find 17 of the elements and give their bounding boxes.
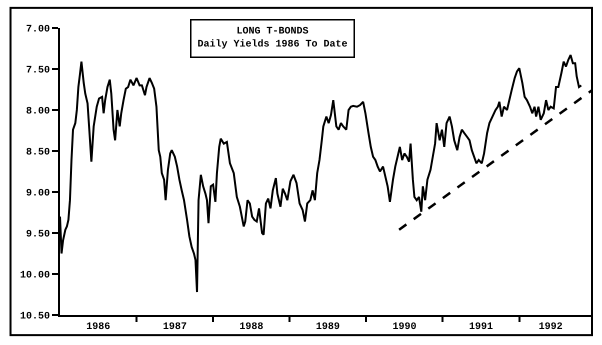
y-tick-label: 10.00: [20, 270, 50, 282]
y-tick-label: 9.00: [26, 188, 50, 200]
x-tick-label: 1992: [538, 322, 563, 333]
y-tick-label: 8.00: [26, 106, 50, 118]
text: Daily Yields 1986 To Date: [198, 38, 348, 50]
x-tick-label: 1991: [469, 322, 494, 333]
y-tick-label: 10.50: [20, 312, 50, 322]
x-tick-label: 1990: [392, 322, 416, 333]
x-tick-label: 1987: [162, 322, 187, 333]
y-tick-label: 8.50: [26, 148, 50, 158]
x-tick-label: 1989: [316, 322, 340, 333]
x-tick-label: 1986: [86, 322, 110, 333]
y-tick-label: 9.50: [26, 230, 50, 240]
y-tick-label: 7.00: [26, 24, 50, 36]
chart-title: LONG T-BONDS: [236, 26, 309, 38]
y-tick-label: 7.50: [26, 66, 50, 76]
x-tick-label: 1988: [239, 322, 264, 333]
